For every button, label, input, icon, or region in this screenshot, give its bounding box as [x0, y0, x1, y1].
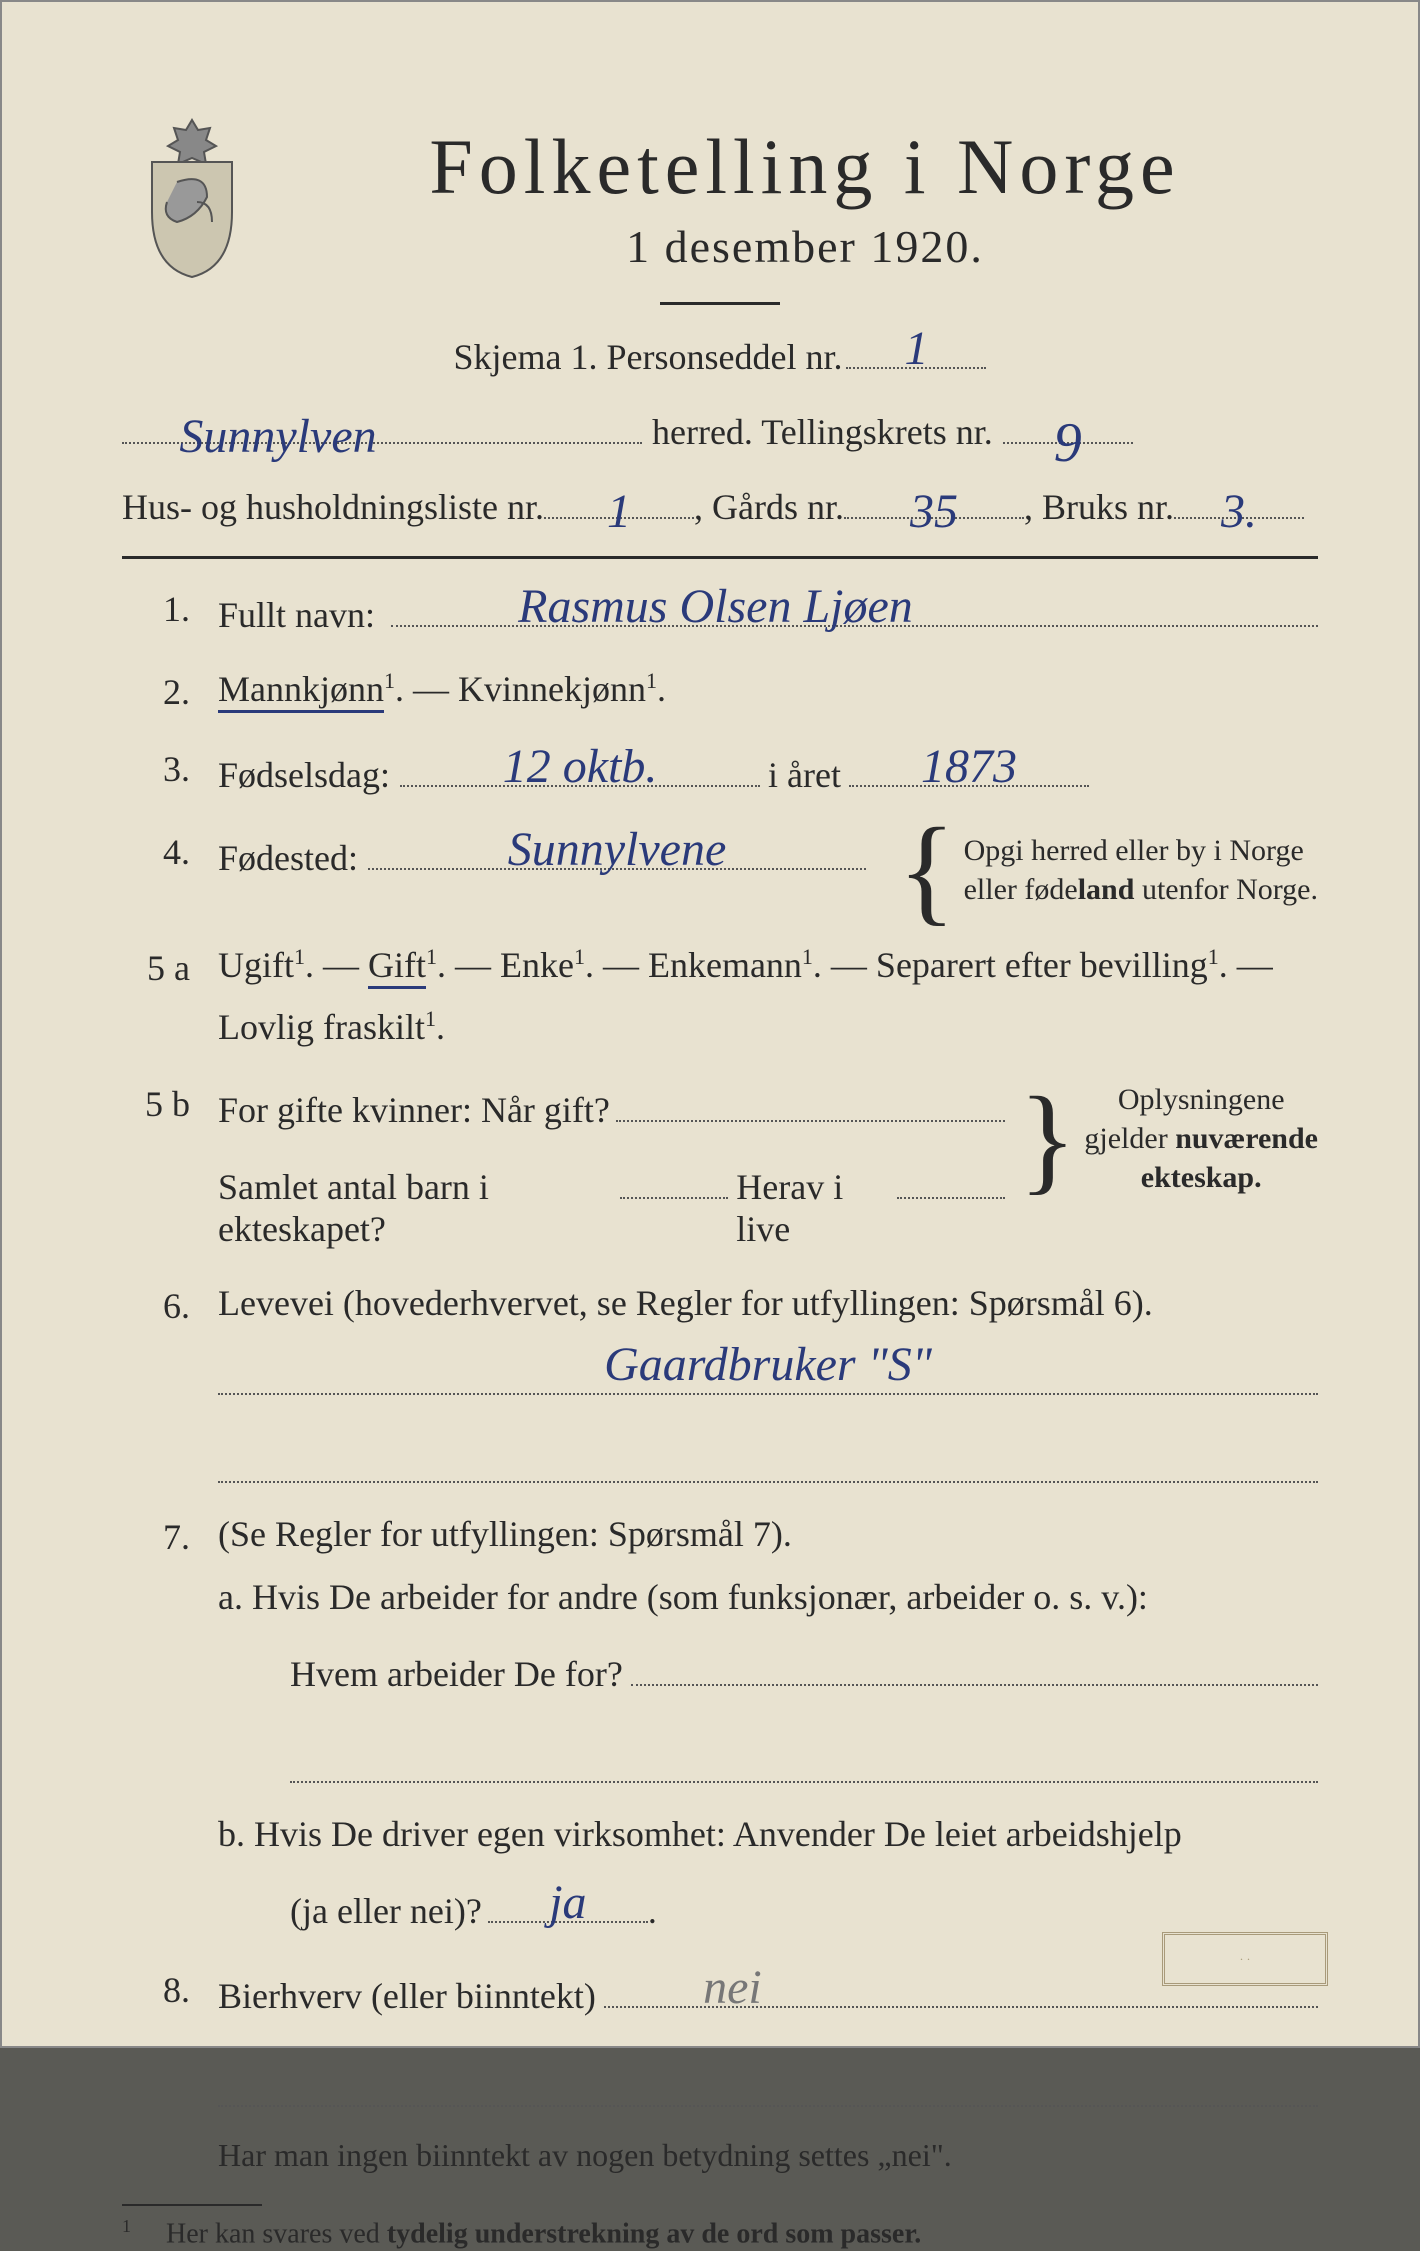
- q3-mid: i året: [760, 754, 849, 796]
- question-2: 2. Mannkjønn1. — Kvinnekjønn1.: [130, 668, 1318, 713]
- question-4: 4. Fødested: Sunnylvene { Opgi herred el…: [130, 828, 1318, 912]
- q5a-opt-gift-selected: Gift: [368, 945, 426, 989]
- q5a-opt-fraskilt: Lovlig fraskilt: [218, 1007, 425, 1047]
- q3-day-value: 12 oktb.: [503, 739, 658, 794]
- q6-num: 6.: [130, 1285, 190, 1327]
- q1-value: Rasmus Olsen Ljøen: [518, 579, 913, 634]
- question-6: 6. Levevei (hovederhvervet, se Regler fo…: [130, 1282, 1318, 1327]
- q3-label: Fødselsdag:: [218, 754, 390, 796]
- divider: [660, 302, 780, 305]
- q3-year-value: 1873: [921, 739, 1017, 794]
- q2-opt1-selected: Mannkjønn: [218, 669, 384, 713]
- meta-line-1: Skjema 1. Personseddel nr. 1: [122, 327, 1318, 378]
- q1-num: 1.: [130, 588, 190, 636]
- q5b-side-note: } Oplysningene gjelder nuværende ekteska…: [1005, 1080, 1318, 1197]
- meta-line-2: Sunnylven herred. Tellingskrets nr. 9: [122, 402, 1318, 463]
- q5b-num: 5 b: [130, 1083, 190, 1250]
- footer-note: Har man ingen biinntekt av nogen betydni…: [218, 2137, 1318, 2174]
- q4-label: Fødested:: [218, 837, 358, 879]
- coat-of-arms-icon: [122, 112, 262, 282]
- q5a-opt-ugift: Ugift: [218, 945, 294, 985]
- bruks-label: , Bruks nr.: [1024, 477, 1174, 538]
- q5a-num: 5 a: [130, 947, 190, 1048]
- q2-num: 2.: [130, 671, 190, 713]
- q7b-value: ja: [549, 1875, 586, 1930]
- q8-num: 8.: [130, 1969, 190, 2017]
- question-8: 8. Bierhverv (eller biinntekt) nei: [130, 1966, 1318, 2017]
- q5b-line2b: Herav i live: [728, 1166, 897, 1250]
- section-divider: [122, 556, 1318, 559]
- gards-label: , Gårds nr.: [694, 477, 844, 538]
- footnote-rule: [122, 2204, 262, 2206]
- census-form-page: Folketelling i Norge 1 desember 1920. Sk…: [0, 0, 1420, 2048]
- q7-num: 7.: [130, 1516, 190, 1558]
- header: Folketelling i Norge 1 desember 1920.: [122, 112, 1318, 282]
- printer-stamp-icon: · ·: [1162, 1932, 1328, 1986]
- q4-num: 4.: [130, 831, 190, 912]
- q5a-opt-separert: Separert efter bevilling: [876, 945, 1208, 985]
- main-title: Folketelling i Norge: [292, 122, 1318, 212]
- bruks-nr-value: 3.: [1221, 471, 1257, 553]
- question-1: 1. Fullt navn: Rasmus Olsen Ljøen: [130, 585, 1318, 636]
- husliste-label: Hus- og husholdningsliste nr.: [122, 477, 544, 538]
- q7b-line2: (ja eller nei)? ja .: [290, 1881, 1318, 1932]
- gards-nr-value: 35: [910, 471, 958, 553]
- q5b-line2a: Samlet antal barn i ekteskapet?: [218, 1166, 620, 1250]
- q6-label: Levevei (hovederhvervet, se Regler for u…: [218, 1283, 1153, 1323]
- q8-label: Bierhverv (eller biinntekt): [218, 1975, 596, 2017]
- question-5a: 5 a Ugift1. — Gift1. — Enke1. — Enkemann…: [130, 944, 1318, 1048]
- footnote: 1 Her kan svares ved tydelig understrekn…: [122, 2216, 1318, 2250]
- herred-value: Sunnylven: [179, 396, 376, 478]
- q7a-line1: a. Hvis De arbeider for andre (som funks…: [218, 1576, 1318, 1618]
- meta-line-3: Hus- og husholdningsliste nr. 1 , Gårds …: [122, 477, 1318, 538]
- q7a-blank-line: [290, 1725, 1318, 1783]
- question-3: 3. Fødselsdag: 12 oktb. i året 1873: [130, 745, 1318, 796]
- q4-value: Sunnylvene: [508, 822, 727, 877]
- q8-blank-line: [218, 2049, 1318, 2107]
- subtitle: 1 desember 1920.: [292, 220, 1318, 273]
- q7-label: (Se Regler for utfyllingen: Spørsmål 7).: [218, 1514, 792, 1554]
- q4-side-note: { Opgi herred eller by i Norge eller fød…: [884, 828, 1318, 912]
- q7b-line1: b. Hvis De driver egen virksomhet: Anven…: [218, 1813, 1318, 1855]
- q3-num: 3.: [130, 748, 190, 796]
- husliste-nr-value: 1: [607, 471, 631, 553]
- question-5b: 5 b For gifte kvinner: Når gift? Samlet …: [130, 1080, 1318, 1250]
- q5b-line1: For gifte kvinner: Når gift?: [218, 1089, 610, 1131]
- title-block: Folketelling i Norge 1 desember 1920.: [292, 112, 1318, 273]
- q6-blank-line: [218, 1425, 1318, 1483]
- q2-opt2: Kvinnekjønn: [458, 669, 646, 709]
- skjema-label: Skjema 1. Personseddel nr.: [454, 337, 843, 377]
- q5a-opt-enke: Enke: [500, 945, 574, 985]
- q8-value: nei: [703, 1960, 762, 2015]
- q1-label: Fullt navn:: [218, 594, 375, 636]
- q7a-line2: Hvem arbeider De for?: [290, 1644, 1318, 1695]
- q5a-opt-enkemann: Enkemann: [648, 945, 802, 985]
- q6-value-line: Gaardbruker "S": [218, 1337, 1318, 1395]
- q6-value: Gaardbruker "S": [604, 1337, 932, 1392]
- herred-label: herred. Tellingskrets nr.: [642, 402, 1003, 463]
- personseddel-nr-value: 1: [904, 321, 928, 376]
- question-7: 7. (Se Regler for utfyllingen: Spørsmål …: [130, 1513, 1318, 1558]
